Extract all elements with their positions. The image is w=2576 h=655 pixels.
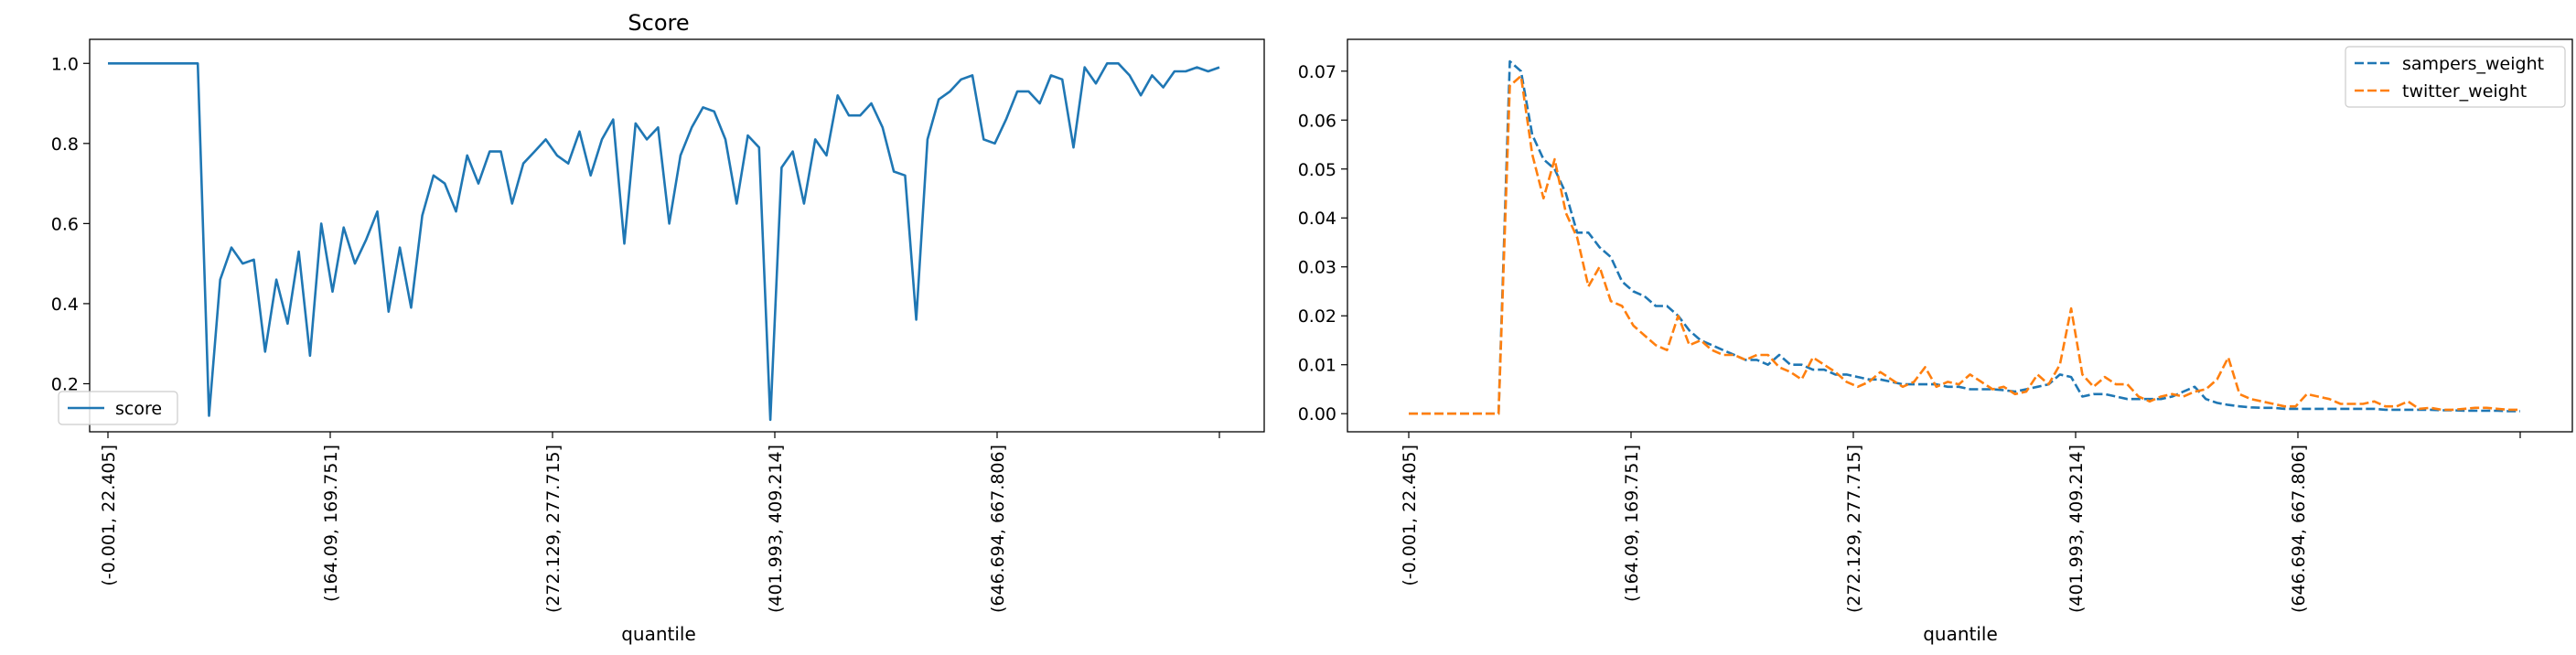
y-tick-label: 0.01 [1298,356,1336,376]
plot-frame [89,38,1265,433]
y-axis-ticks: 0.00 0.01 0.02 0.03 0.04 0.05 0.06 0.07 [1298,62,1347,424]
x-axis-ticks: (-0.001, 22.405] (164.09, 169.751] (272.12… [1400,432,2521,613]
x-axis-label: quantile [621,623,696,645]
legend-box [58,391,178,425]
y-tick-label: 0.02 [1298,306,1336,327]
y-tick-label: 0.6 [51,214,79,234]
x-tick-label: (272.129, 277.715] [543,445,564,613]
x-tick-label: (401.993, 409.214] [766,445,786,613]
x-tick-label: (164.09, 169.751] [1622,445,1642,602]
plot-lines [108,62,1220,422]
x-axis-ticks: (-0.001, 22.405] (164.09, 169.751] (272.12… [99,432,1220,613]
y-tick-label: 0.00 [1298,404,1336,424]
score-chart: Score 0.2 0.4 0.6 0.8 1.0 (-0.001, 22.405] (1… [51,10,1265,645]
y-tick-label: 0.03 [1298,258,1336,278]
x-tick-label: (646.694, 667.806] [988,445,1008,613]
legend-label: sampers_weight [2402,54,2544,74]
legend-box [2345,46,2566,108]
x-tick-label: (164.09, 169.751] [321,445,341,602]
legend: sampers_weight twitter_weight [2345,46,2566,108]
y-tick-label: 0.2 [51,374,79,394]
legend-label: twitter_weight [2402,81,2527,102]
x-tick-label: (-0.001, 22.405] [1400,445,1420,586]
y-tick-label: 0.05 [1298,160,1336,180]
legend-label: score [115,399,162,419]
y-tick-label: 0.07 [1298,62,1336,82]
y-tick-label: 0.8 [51,134,79,155]
series-line-sampers-weight [1409,59,2520,415]
x-tick-label: (401.993, 409.214] [2066,445,2087,613]
chart-title: Score [628,10,689,36]
x-tick-label: (646.694, 667.806] [2289,445,2309,613]
y-tick-label: 0.4 [51,295,79,315]
y-axis-ticks: 0.2 0.4 0.6 0.8 1.0 [51,54,90,394]
x-tick-label: (272.129, 277.715] [1844,445,1864,613]
y-tick-label: 0.04 [1298,209,1336,229]
series-line-score [108,62,1220,422]
y-tick-label: 0.06 [1298,111,1336,131]
x-tick-label: (-0.001, 22.405] [99,445,119,586]
plot-lines [1409,59,2520,415]
weights-chart: 0.00 0.01 0.02 0.03 0.04 0.05 0.06 0.07 (-0.001… [1298,38,2573,645]
x-axis-label: quantile [1923,623,1998,645]
series-line-twitter-weight [1409,74,2520,415]
legend: score [58,391,178,425]
plot-frame [1347,38,2573,433]
y-tick-label: 1.0 [51,54,79,74]
